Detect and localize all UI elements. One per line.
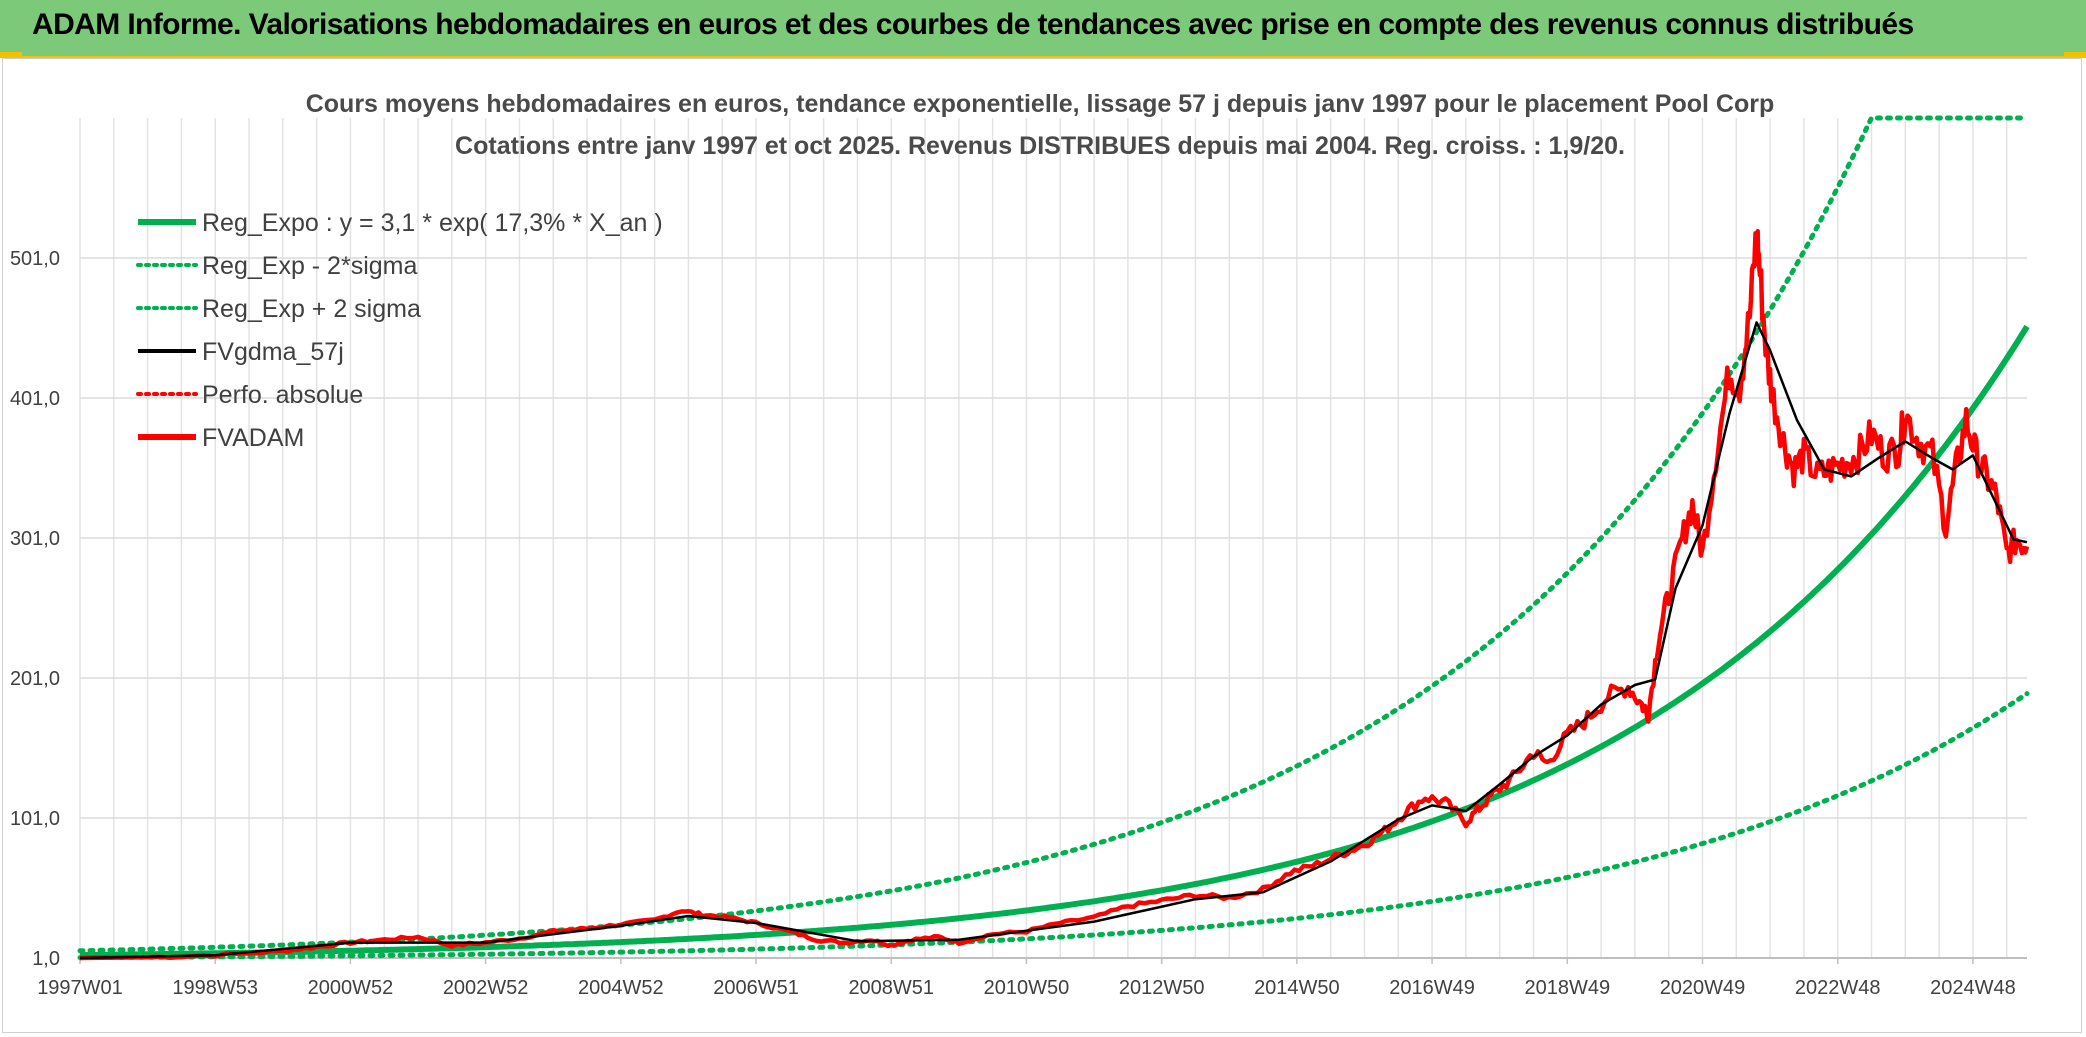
y-tick-label: 401,0 [10,388,60,410]
corner-accent-left [0,52,22,58]
x-tick-label: 1998W53 [172,977,258,999]
x-tick-label: 2004W52 [578,977,664,999]
x-tick-label: 2022W48 [1795,977,1881,999]
x-tick-label: 2016W49 [1389,977,1475,999]
chart-title: Cours moyens hebdomadaires en euros, ten… [306,90,1775,118]
series-reg-expo [79,324,2030,959]
legend-label: FVADAM [202,424,304,452]
legend: Reg_Expo : y = 3,1 * exp( 17,3% * X_an )… [136,209,663,452]
x-tick-label: 2000W52 [308,977,394,999]
x-tick-label: 2020W49 [1660,977,1746,999]
header-banner: ADAM Informe. Valorisations hebdomadaire… [0,0,2086,58]
x-tick-label: 2008W51 [848,977,934,999]
series-fvgdma-57j [79,321,2028,960]
legend-label: Reg_Exp - 2*sigma [202,252,417,280]
x-tick-label: 2006W51 [713,977,799,999]
legend-label: Perfo. absolue [202,381,363,409]
x-tick-label: 2024W48 [1930,977,2016,999]
legend-label: Reg_Exp + 2 sigma [202,295,421,323]
legend-label: FVgdma_57j [202,338,344,366]
x-tick-label: 2010W50 [984,977,1070,999]
chart-frame [2,58,2082,1033]
corner-accent-right [2064,52,2086,58]
series-reg-exp-plus-2sigma [77,115,2030,954]
grid-lines [79,118,2027,959]
x-tick-label: 2002W52 [443,977,529,999]
x-tick-label: 2014W50 [1254,977,1340,999]
legend-label: Reg_Expo : y = 3,1 * exp( 17,3% * X_an ) [202,209,663,237]
series [77,115,2030,961]
series-fvadam [79,229,2030,961]
x-tick-label: 1997W01 [37,977,123,999]
y-tick-label: 1,0 [32,948,60,970]
x-tick-label: 2018W49 [1524,977,1610,999]
chart-subtitle: Cotations entre janv 1997 et oct 2025. R… [455,132,1625,160]
y-tick-label: 201,0 [10,668,60,690]
y-tick-label: 501,0 [10,248,60,270]
page-title: ADAM Informe. Valorisations hebdomadaire… [32,8,1914,41]
series-reg-exp-minus-2sigma [77,691,2030,961]
y-tick-label: 101,0 [10,808,60,830]
y-tick-label: 301,0 [10,528,60,550]
axes: 1,0 101,0 201,0 301,0 401,0 501,0 1997W01 1998W… [10,248,2027,999]
x-tick-label: 2012W50 [1119,977,1205,999]
